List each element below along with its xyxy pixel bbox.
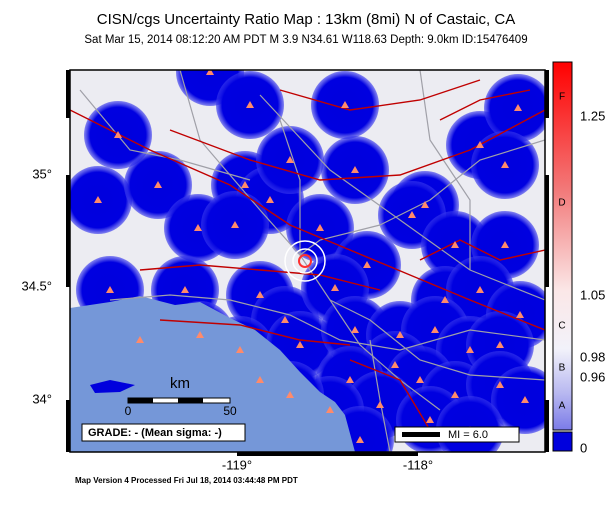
station [351, 326, 359, 333]
station [476, 286, 484, 293]
station [363, 261, 371, 268]
roads [79, 70, 545, 452]
lat-label: 34° [32, 391, 52, 406]
station [246, 101, 254, 108]
stations [94, 70, 529, 443]
station [256, 291, 264, 298]
epicenter [284, 240, 326, 282]
mi-legend-swatch [402, 432, 440, 437]
scale-unit: km [170, 375, 190, 392]
grade-letter: D [558, 198, 565, 209]
station [154, 181, 162, 188]
coverage-disc [491, 366, 545, 434]
station [501, 241, 509, 248]
station [476, 141, 484, 148]
faults [70, 79, 545, 431]
station [194, 224, 202, 231]
scale-seg [178, 398, 203, 403]
station [181, 286, 189, 293]
grade-letter: C [558, 321, 565, 332]
station [296, 341, 304, 348]
frame-ticks [66, 70, 549, 456]
station [136, 336, 144, 343]
scale-start: 0 [125, 404, 132, 418]
station [496, 381, 504, 388]
station [451, 241, 459, 248]
station [316, 224, 324, 231]
station [421, 201, 429, 208]
lon-label: -119° [222, 457, 252, 472]
mi-legend-box [394, 426, 520, 443]
station [431, 326, 439, 333]
station [521, 396, 529, 403]
colorbar [552, 61, 573, 431]
station [501, 161, 509, 168]
coverage-disc [70, 166, 132, 234]
grade-letter: A [559, 401, 566, 412]
station [351, 166, 359, 173]
station [256, 376, 264, 383]
station [514, 104, 522, 111]
station [496, 341, 504, 348]
map: GRADE: - (Mean sigma: -) MI = 6.0 km 0 5… [70, 70, 545, 452]
station [441, 296, 449, 303]
station [516, 311, 524, 318]
station [416, 376, 424, 383]
station [94, 196, 102, 203]
station [341, 101, 349, 108]
lon-label: -118° [403, 457, 433, 472]
station [196, 331, 204, 338]
colorbar-tick: 1.05 [580, 287, 605, 302]
mi-legend: MI = 6.0 [448, 429, 488, 441]
subtitle: Sat Mar 15, 2014 08:12:20 AM PDT M 3.9 N… [84, 34, 527, 46]
station [356, 436, 364, 443]
station [331, 284, 339, 291]
lat-label: 34.5° [21, 278, 52, 293]
station [266, 196, 274, 203]
grade-box [81, 423, 246, 442]
station [408, 211, 416, 218]
station [114, 131, 122, 138]
ocean [70, 296, 355, 452]
station [396, 331, 404, 338]
station [376, 401, 384, 408]
grade-letter: F [559, 92, 565, 103]
station [281, 316, 289, 323]
station [286, 391, 294, 398]
station [451, 391, 459, 398]
colorbar-tick: 0.96 [580, 369, 605, 384]
colorbar-tick: 1.25 [580, 108, 605, 123]
footer: Map Version 4 Processed Fri Jul 18, 2014… [75, 476, 298, 485]
station [346, 376, 354, 383]
grade-letter: B [559, 363, 566, 374]
colorbar-tick: 0.98 [580, 349, 605, 364]
station [466, 346, 474, 353]
grade: GRADE: - (Mean sigma: -) [88, 427, 222, 439]
coverage-disc [484, 74, 545, 142]
scale-end: 50 [223, 404, 237, 418]
station [286, 156, 294, 163]
island [90, 380, 135, 393]
lat-label: 35° [32, 166, 52, 181]
scale-seg [128, 398, 153, 403]
station [236, 346, 244, 353]
station [106, 286, 114, 293]
station [426, 416, 434, 423]
station [391, 361, 399, 368]
station [241, 181, 249, 188]
station [206, 70, 214, 75]
colorbar-base [552, 431, 573, 452]
title: CISN/cgs Uncertainty Ratio Map : 13km (8… [97, 11, 515, 28]
colorbar-tick: 0 [580, 440, 587, 455]
station [231, 221, 239, 228]
station [326, 406, 334, 413]
